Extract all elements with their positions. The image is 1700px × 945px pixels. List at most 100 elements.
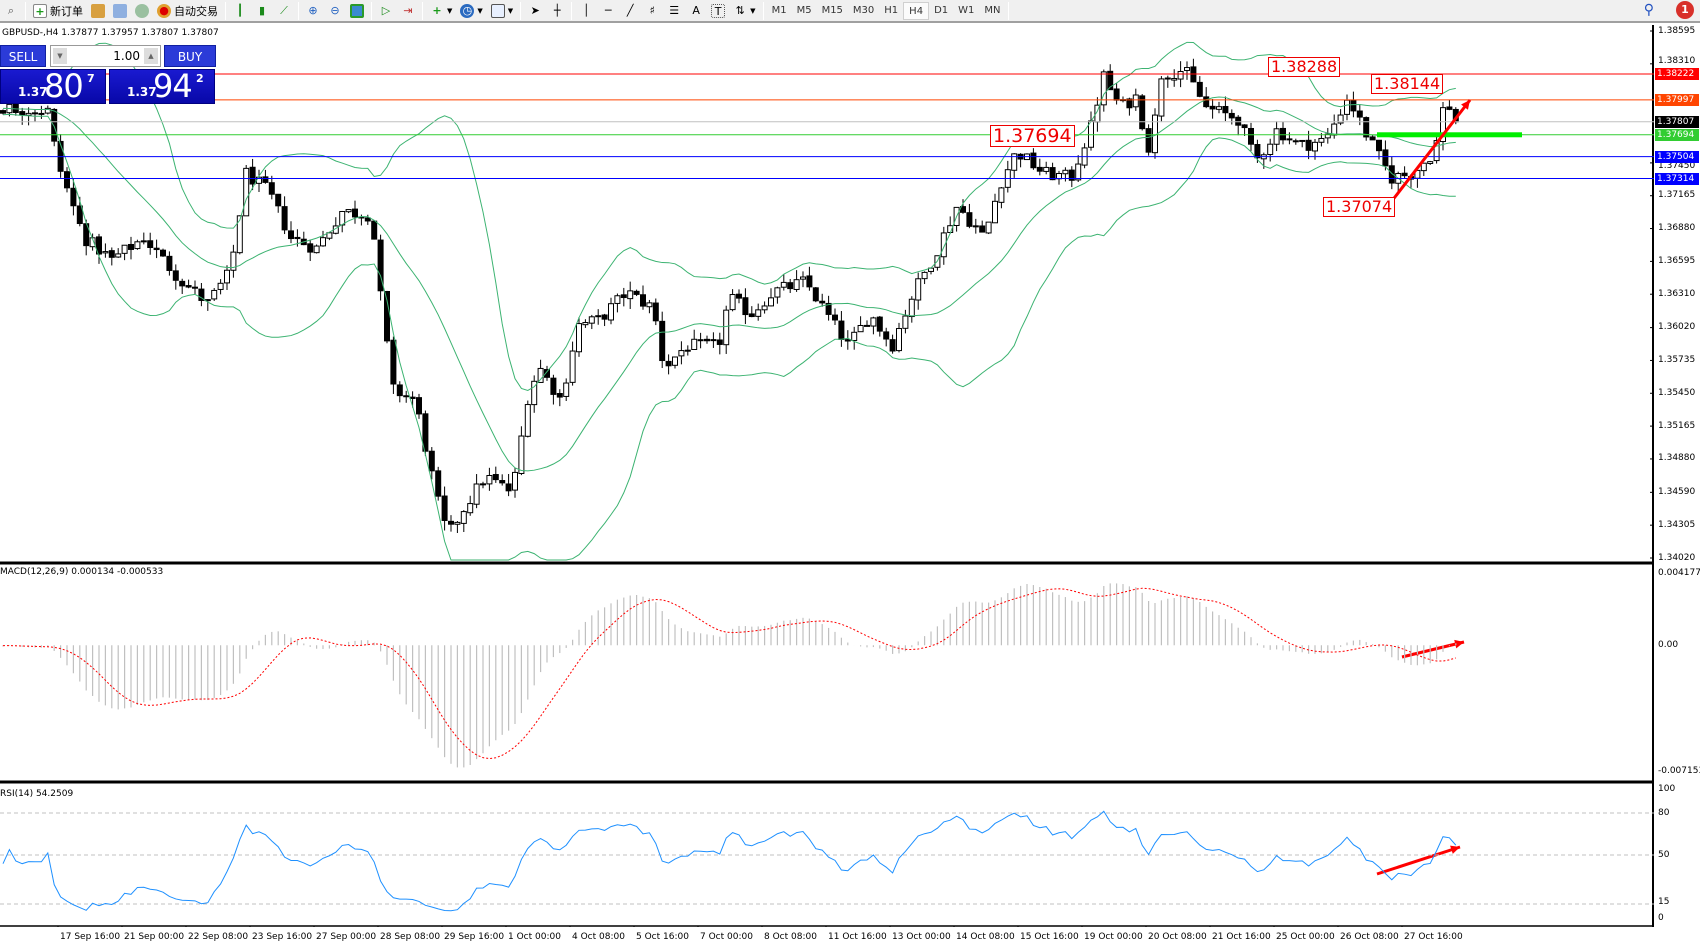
crosshair-button[interactable]: ┼ bbox=[546, 1, 568, 21]
buy-price[interactable]: 1.37 94 2 bbox=[109, 67, 215, 105]
auto-scroll-button[interactable]: ▷ bbox=[375, 1, 397, 21]
text-label-button[interactable]: T bbox=[707, 1, 729, 21]
price-axis-label: 1.37165 bbox=[1658, 190, 1696, 201]
bar-chart-button[interactable]: ┃ bbox=[229, 1, 251, 21]
candle-bear bbox=[1036, 166, 1043, 172]
dropdown-arrow-icon: ▼ bbox=[750, 6, 756, 15]
chart-shift-button[interactable]: ⇥ bbox=[397, 1, 419, 21]
candle-bear bbox=[601, 314, 608, 320]
lot-decrease-button[interactable]: ▼ bbox=[53, 48, 67, 64]
chart-window[interactable] bbox=[0, 25, 1654, 927]
sell-price[interactable]: 1.37 80 7 bbox=[0, 67, 106, 105]
price-label-annotation[interactable]: 1.37694 bbox=[990, 125, 1075, 147]
notification-badge[interactable]: 1 bbox=[1676, 1, 1694, 19]
candle-bull bbox=[1427, 161, 1434, 164]
candle-bear bbox=[147, 240, 154, 249]
candle-bear bbox=[64, 171, 70, 189]
text-button[interactable]: A bbox=[685, 1, 707, 21]
new-order-icon: + bbox=[33, 3, 47, 18]
timeframe-d1[interactable]: D1 bbox=[934, 4, 949, 16]
arrows-button[interactable]: ⇅ ▼ bbox=[729, 1, 759, 21]
lot-increase-button[interactable]: ▲ bbox=[144, 48, 158, 64]
timeframe-h4[interactable]: H4 bbox=[903, 1, 930, 20]
candle-bear bbox=[819, 300, 826, 304]
candle-bear bbox=[192, 286, 198, 289]
price-axis-label: 1.38595 bbox=[1658, 25, 1696, 36]
price-label-annotation[interactable]: 1.38288 bbox=[1268, 57, 1341, 77]
candle-bull bbox=[467, 503, 474, 514]
candle-bear bbox=[633, 290, 640, 295]
macd-axis-label: 0.004177 bbox=[1658, 568, 1700, 578]
price-axis-label: 1.35735 bbox=[1658, 354, 1696, 365]
candle-bull bbox=[992, 200, 998, 224]
price-level-tag: 1.37694 bbox=[1655, 128, 1699, 141]
candle-bear bbox=[787, 282, 794, 290]
candle-bull bbox=[563, 382, 570, 397]
sell-button[interactable]: SELL bbox=[0, 45, 46, 67]
candlestick-button[interactable]: ▮ bbox=[251, 1, 273, 21]
time-axis-label: 19 Oct 00:00 bbox=[1084, 932, 1143, 942]
candle-bull bbox=[1318, 137, 1325, 143]
timeframe-m30[interactable]: M30 bbox=[852, 4, 875, 16]
candle-bull bbox=[1062, 169, 1069, 175]
price-axis-label: 1.36310 bbox=[1658, 288, 1696, 299]
price-label-annotation[interactable]: 1.38144 bbox=[1371, 74, 1444, 94]
timeframe-w1[interactable]: W1 bbox=[958, 4, 975, 16]
sell-price-fraction: 7 bbox=[87, 72, 95, 85]
zoom-in-button[interactable]: ⊕ bbox=[302, 1, 324, 21]
candle-bear bbox=[262, 176, 269, 183]
chart-canvas[interactable] bbox=[0, 25, 1654, 927]
time-axis-label: 25 Oct 00:00 bbox=[1276, 932, 1335, 942]
horizontal-line-icon: ─ bbox=[604, 3, 612, 17]
timeframe-m5[interactable]: M5 bbox=[796, 4, 812, 16]
lot-size-stepper[interactable]: ▼ 1.00 ▲ bbox=[50, 45, 161, 67]
candle-bull bbox=[537, 367, 544, 383]
navigator-button[interactable] bbox=[109, 1, 131, 21]
indicators-icon: + bbox=[432, 3, 442, 17]
candle-bull bbox=[729, 294, 736, 311]
indicators-button[interactable]: + ▼ bbox=[426, 1, 456, 21]
candle-bull bbox=[576, 323, 582, 353]
candle-bear bbox=[883, 331, 890, 340]
candle-bull bbox=[1184, 67, 1190, 71]
periods-button[interactable]: ◷ ▼ bbox=[456, 1, 486, 21]
candle-bear bbox=[1164, 77, 1171, 80]
buy-button[interactable]: BUY bbox=[164, 45, 216, 67]
line-chart-button[interactable]: ⟋ bbox=[273, 1, 295, 21]
candle-bear bbox=[166, 255, 173, 271]
timeframe-m15[interactable]: M15 bbox=[821, 4, 843, 16]
line-chart-icon: ⟋ bbox=[280, 3, 288, 17]
timeframe-mn[interactable]: MN bbox=[984, 4, 1001, 16]
price-label-annotation[interactable]: 1.37074 bbox=[1323, 197, 1396, 217]
signals-button[interactable] bbox=[131, 1, 153, 21]
candlestick-series bbox=[0, 58, 1459, 533]
trendline-button[interactable]: ╱ bbox=[619, 1, 641, 21]
search-icon[interactable]: ⚲ bbox=[1643, 2, 1654, 18]
trend-arrow-rsi-head bbox=[1450, 845, 1460, 854]
trend-arrow-macd-head bbox=[1454, 639, 1464, 649]
zoom-out-button[interactable]: ⊖ bbox=[324, 1, 346, 21]
timeframe-m1[interactable]: M1 bbox=[771, 4, 787, 16]
time-axis-label: 11 Oct 16:00 bbox=[828, 932, 887, 942]
auto-trading-button[interactable]: ● 自动交易 bbox=[153, 1, 222, 21]
zoom-tool-button[interactable]: ⌕ bbox=[0, 1, 22, 21]
candle-bear bbox=[268, 182, 275, 195]
candle-bear bbox=[1382, 149, 1389, 167]
candle-bull bbox=[768, 297, 774, 307]
fibonacci-button[interactable]: ☰ bbox=[663, 1, 685, 21]
horizontal-line-button[interactable]: ─ bbox=[597, 1, 619, 21]
equidistant-channel-button[interactable]: ♯ bbox=[641, 1, 663, 21]
candle-bull bbox=[697, 339, 704, 342]
candle-bear bbox=[1030, 152, 1037, 169]
templates-button[interactable]: ▼ bbox=[487, 1, 517, 21]
timeframe-h1[interactable]: H1 bbox=[884, 4, 899, 16]
cursor-button[interactable]: ➤ bbox=[524, 1, 546, 21]
market-watch-button[interactable] bbox=[87, 1, 109, 21]
tile-windows-button[interactable] bbox=[346, 1, 368, 21]
book-icon bbox=[91, 3, 105, 18]
time-axis-label: 28 Sep 08:00 bbox=[380, 932, 441, 942]
vertical-line-button[interactable]: │ bbox=[575, 1, 597, 21]
candle-bull bbox=[326, 232, 333, 239]
new-order-button[interactable]: + 新订单 bbox=[29, 1, 87, 21]
lot-size-input[interactable]: 1.00 bbox=[113, 49, 140, 63]
